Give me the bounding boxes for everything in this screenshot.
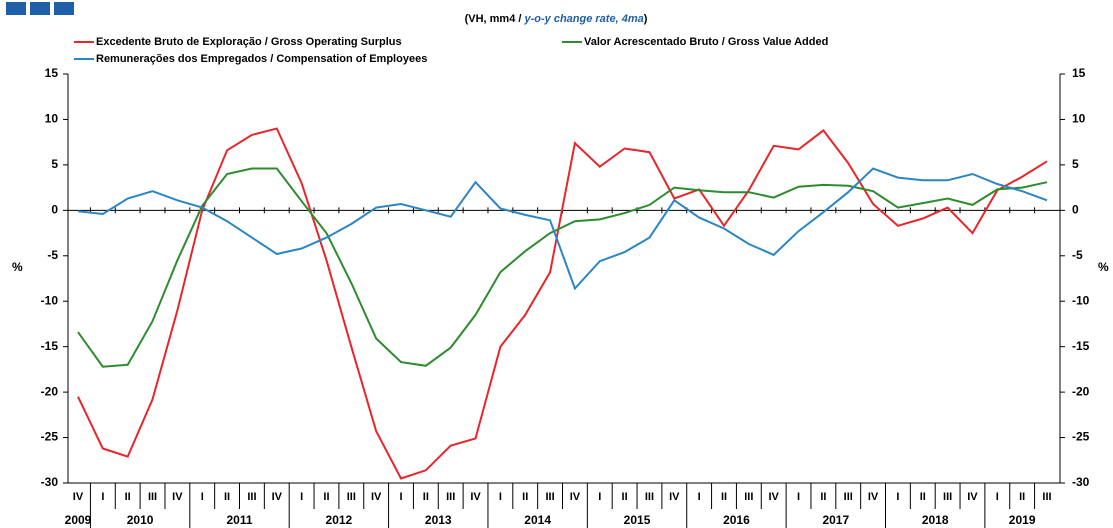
x-tick-label: II — [125, 491, 131, 503]
x-tick-label: III — [347, 491, 356, 503]
year-label: 2019 — [1009, 513, 1036, 527]
x-tick-label: II — [522, 491, 528, 503]
y2-tick-label: -25 — [1072, 430, 1090, 444]
x-tick-label: I — [201, 491, 204, 503]
x-tick-label: I — [300, 491, 303, 503]
y2-tick-label: -20 — [1072, 384, 1090, 398]
year-label: 2015 — [624, 513, 651, 527]
y-tick-label: 15 — [45, 66, 59, 80]
y2-tick-label: -10 — [1072, 293, 1090, 307]
y2-tick-label: 0 — [1072, 203, 1079, 217]
x-tick-label: II — [224, 491, 230, 503]
series-line — [77, 127, 1048, 480]
year-label: 2016 — [723, 513, 750, 527]
y-tick-label: 5 — [51, 157, 58, 171]
x-tick-label: IV — [272, 491, 283, 503]
x-tick-label: IV — [470, 491, 481, 503]
x-tick-label: III — [545, 491, 554, 503]
x-tick-label: IV — [768, 491, 779, 503]
year-label: 2010 — [127, 513, 154, 527]
x-tick-label: III — [943, 491, 952, 503]
year-label: 2014 — [524, 513, 551, 527]
x-tick-label: III — [1042, 491, 1051, 503]
chart-subtitle: (VH, mm4 / y-o-y change rate, 4ma) — [465, 13, 648, 25]
logo-block — [6, 2, 26, 15]
series-line — [77, 167, 1048, 291]
y2-tick-label: 15 — [1072, 66, 1086, 80]
x-tick-label: I — [996, 491, 999, 503]
y-tick-label: -5 — [47, 248, 58, 262]
x-tick-label: IV — [172, 491, 183, 503]
y2-tick-label: 5 — [1072, 157, 1079, 171]
subtitle-part: ) — [644, 13, 648, 25]
x-tick-label: IV — [967, 491, 978, 503]
y-tick-label: -15 — [41, 339, 59, 353]
x-tick-label: II — [423, 491, 429, 503]
x-tick-label: IV — [371, 491, 382, 503]
x-tick-label: I — [499, 491, 502, 503]
x-tick-label: III — [247, 491, 256, 503]
y-tick-label: -20 — [41, 384, 59, 398]
y-tick-label: -30 — [41, 475, 59, 489]
x-tick-label: IV — [669, 491, 680, 503]
year-label: 2011 — [226, 513, 252, 527]
x-tick-label: II — [920, 491, 926, 503]
x-tick-label: IV — [73, 491, 84, 503]
series-line — [77, 167, 1048, 368]
y-tick-label: -10 — [41, 293, 59, 307]
x-tick-label: I — [101, 491, 104, 503]
legend-label: Valor Acrescentado Bruto / Gross Value A… — [584, 36, 828, 48]
subtitle-part: y-o-y change rate, 4ma — [524, 13, 644, 25]
x-tick-label: II — [820, 491, 826, 503]
year-label: 2013 — [425, 513, 452, 527]
y-tick-label: 10 — [45, 112, 59, 126]
year-label: 2009 — [65, 513, 92, 527]
x-tick-label: IV — [868, 491, 879, 503]
x-tick-label: III — [446, 491, 455, 503]
x-tick-label: II — [622, 491, 628, 503]
x-tick-label: I — [698, 491, 701, 503]
subtitle-part: (VH, mm4 / — [465, 13, 525, 25]
legend-label: Excedente Bruto de Exploração / Gross Op… — [96, 36, 402, 48]
x-tick-label: II — [721, 491, 727, 503]
x-tick-label: IV — [570, 491, 581, 503]
year-label: 2017 — [822, 513, 849, 527]
x-tick-label: III — [744, 491, 753, 503]
x-tick-label: II — [1019, 491, 1025, 503]
y2-tick-label: -30 — [1072, 475, 1090, 489]
year-label: 2012 — [326, 513, 353, 527]
y-axis-label: % — [1098, 260, 1109, 274]
x-tick-label: II — [323, 491, 329, 503]
legend-label: Remunerações dos Empregados / Compensati… — [96, 53, 427, 65]
y-tick-label: 0 — [51, 203, 58, 217]
x-tick-label: I — [896, 491, 899, 503]
y2-tick-label: 10 — [1072, 112, 1086, 126]
x-tick-label: I — [598, 491, 601, 503]
y2-tick-label: -15 — [1072, 339, 1090, 353]
logo-block — [30, 2, 50, 15]
x-tick-label: I — [797, 491, 800, 503]
logo-block — [54, 2, 74, 15]
x-tick-label: III — [645, 491, 654, 503]
x-tick-label: I — [399, 491, 402, 503]
y-tick-label: -25 — [41, 430, 59, 444]
year-label: 2018 — [922, 513, 949, 527]
x-tick-label: III — [844, 491, 853, 503]
y2-tick-label: -5 — [1072, 248, 1083, 262]
x-tick-label: III — [148, 491, 157, 503]
y-axis-label: % — [12, 260, 23, 274]
